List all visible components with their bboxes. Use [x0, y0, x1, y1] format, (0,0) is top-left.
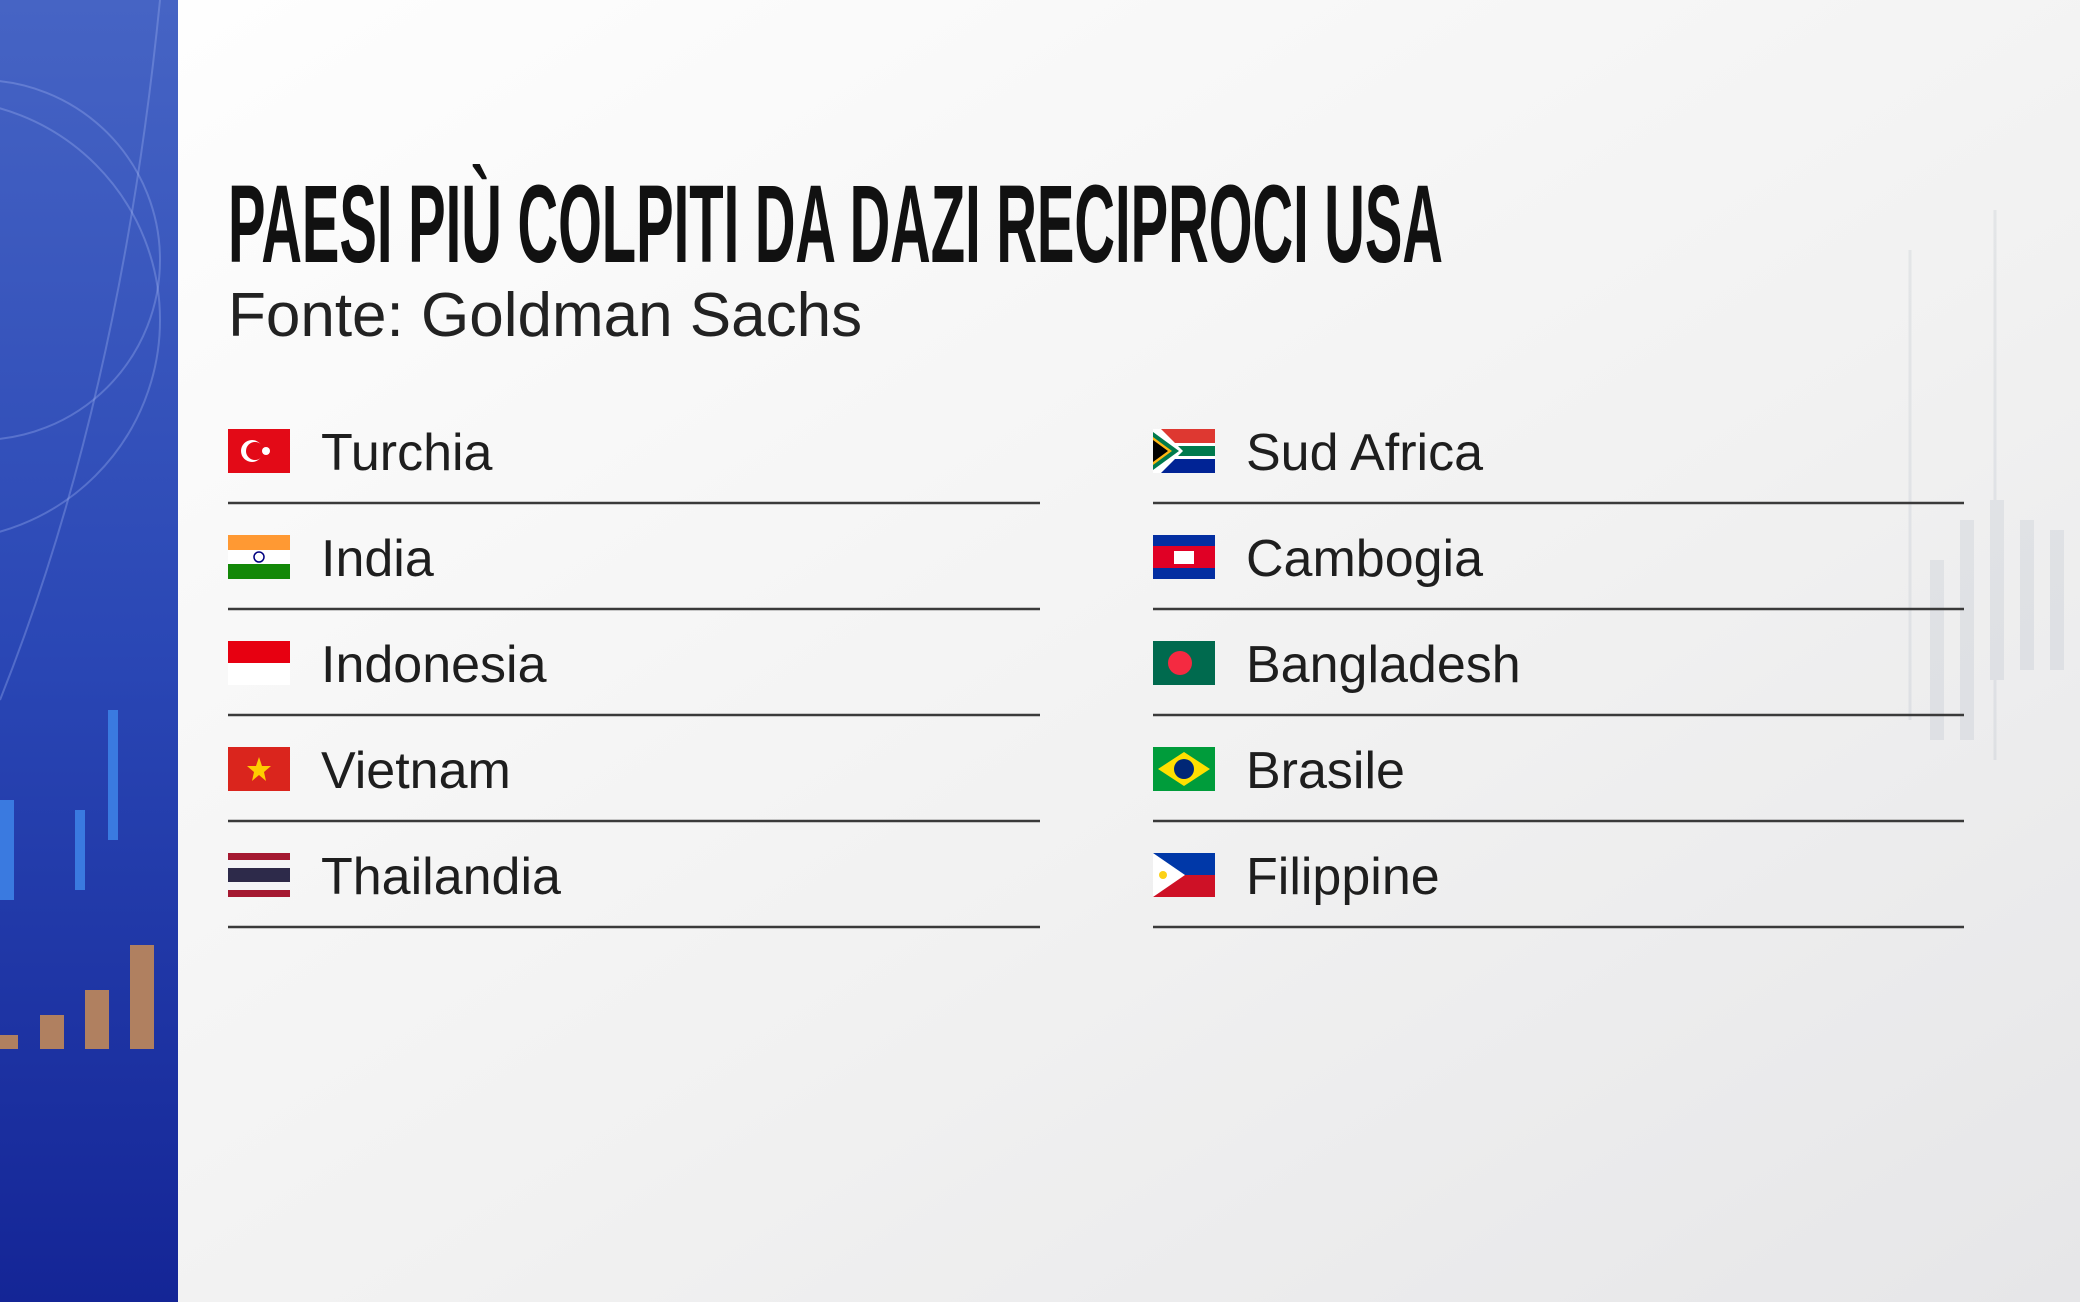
country-name: Bangladesh [1246, 636, 1521, 694]
country-name: Thailandia [321, 848, 561, 906]
country-name: Brasile [1246, 742, 1405, 800]
flag [228, 853, 290, 897]
flag [1153, 747, 1215, 791]
flag [1153, 641, 1215, 685]
country-name: Turchia [321, 424, 493, 482]
country-name: Sud Africa [1246, 424, 1483, 482]
side-bars [0, 710, 154, 1049]
side-decoration [0, 0, 161, 701]
flag [228, 535, 290, 579]
background-candles [1908, 210, 2064, 760]
country-name: Cambogia [1246, 530, 1483, 588]
subtitle: Fonte: Goldman Sachs [228, 281, 862, 350]
flag [228, 641, 290, 685]
title: PAESI PIÙ COLPITI DA DAZI RECIPROCI USA [228, 163, 1443, 286]
flag [228, 747, 290, 791]
country-name: Indonesia [321, 636, 547, 694]
flag [1153, 535, 1215, 579]
side-panel [0, 0, 178, 1302]
country-name: Filippine [1246, 848, 1440, 906]
country-name: Vietnam [321, 742, 511, 800]
flag [228, 429, 290, 473]
flag [1153, 853, 1215, 897]
flags [228, 429, 1215, 897]
flag [1153, 429, 1215, 473]
country-name: India [321, 530, 434, 588]
